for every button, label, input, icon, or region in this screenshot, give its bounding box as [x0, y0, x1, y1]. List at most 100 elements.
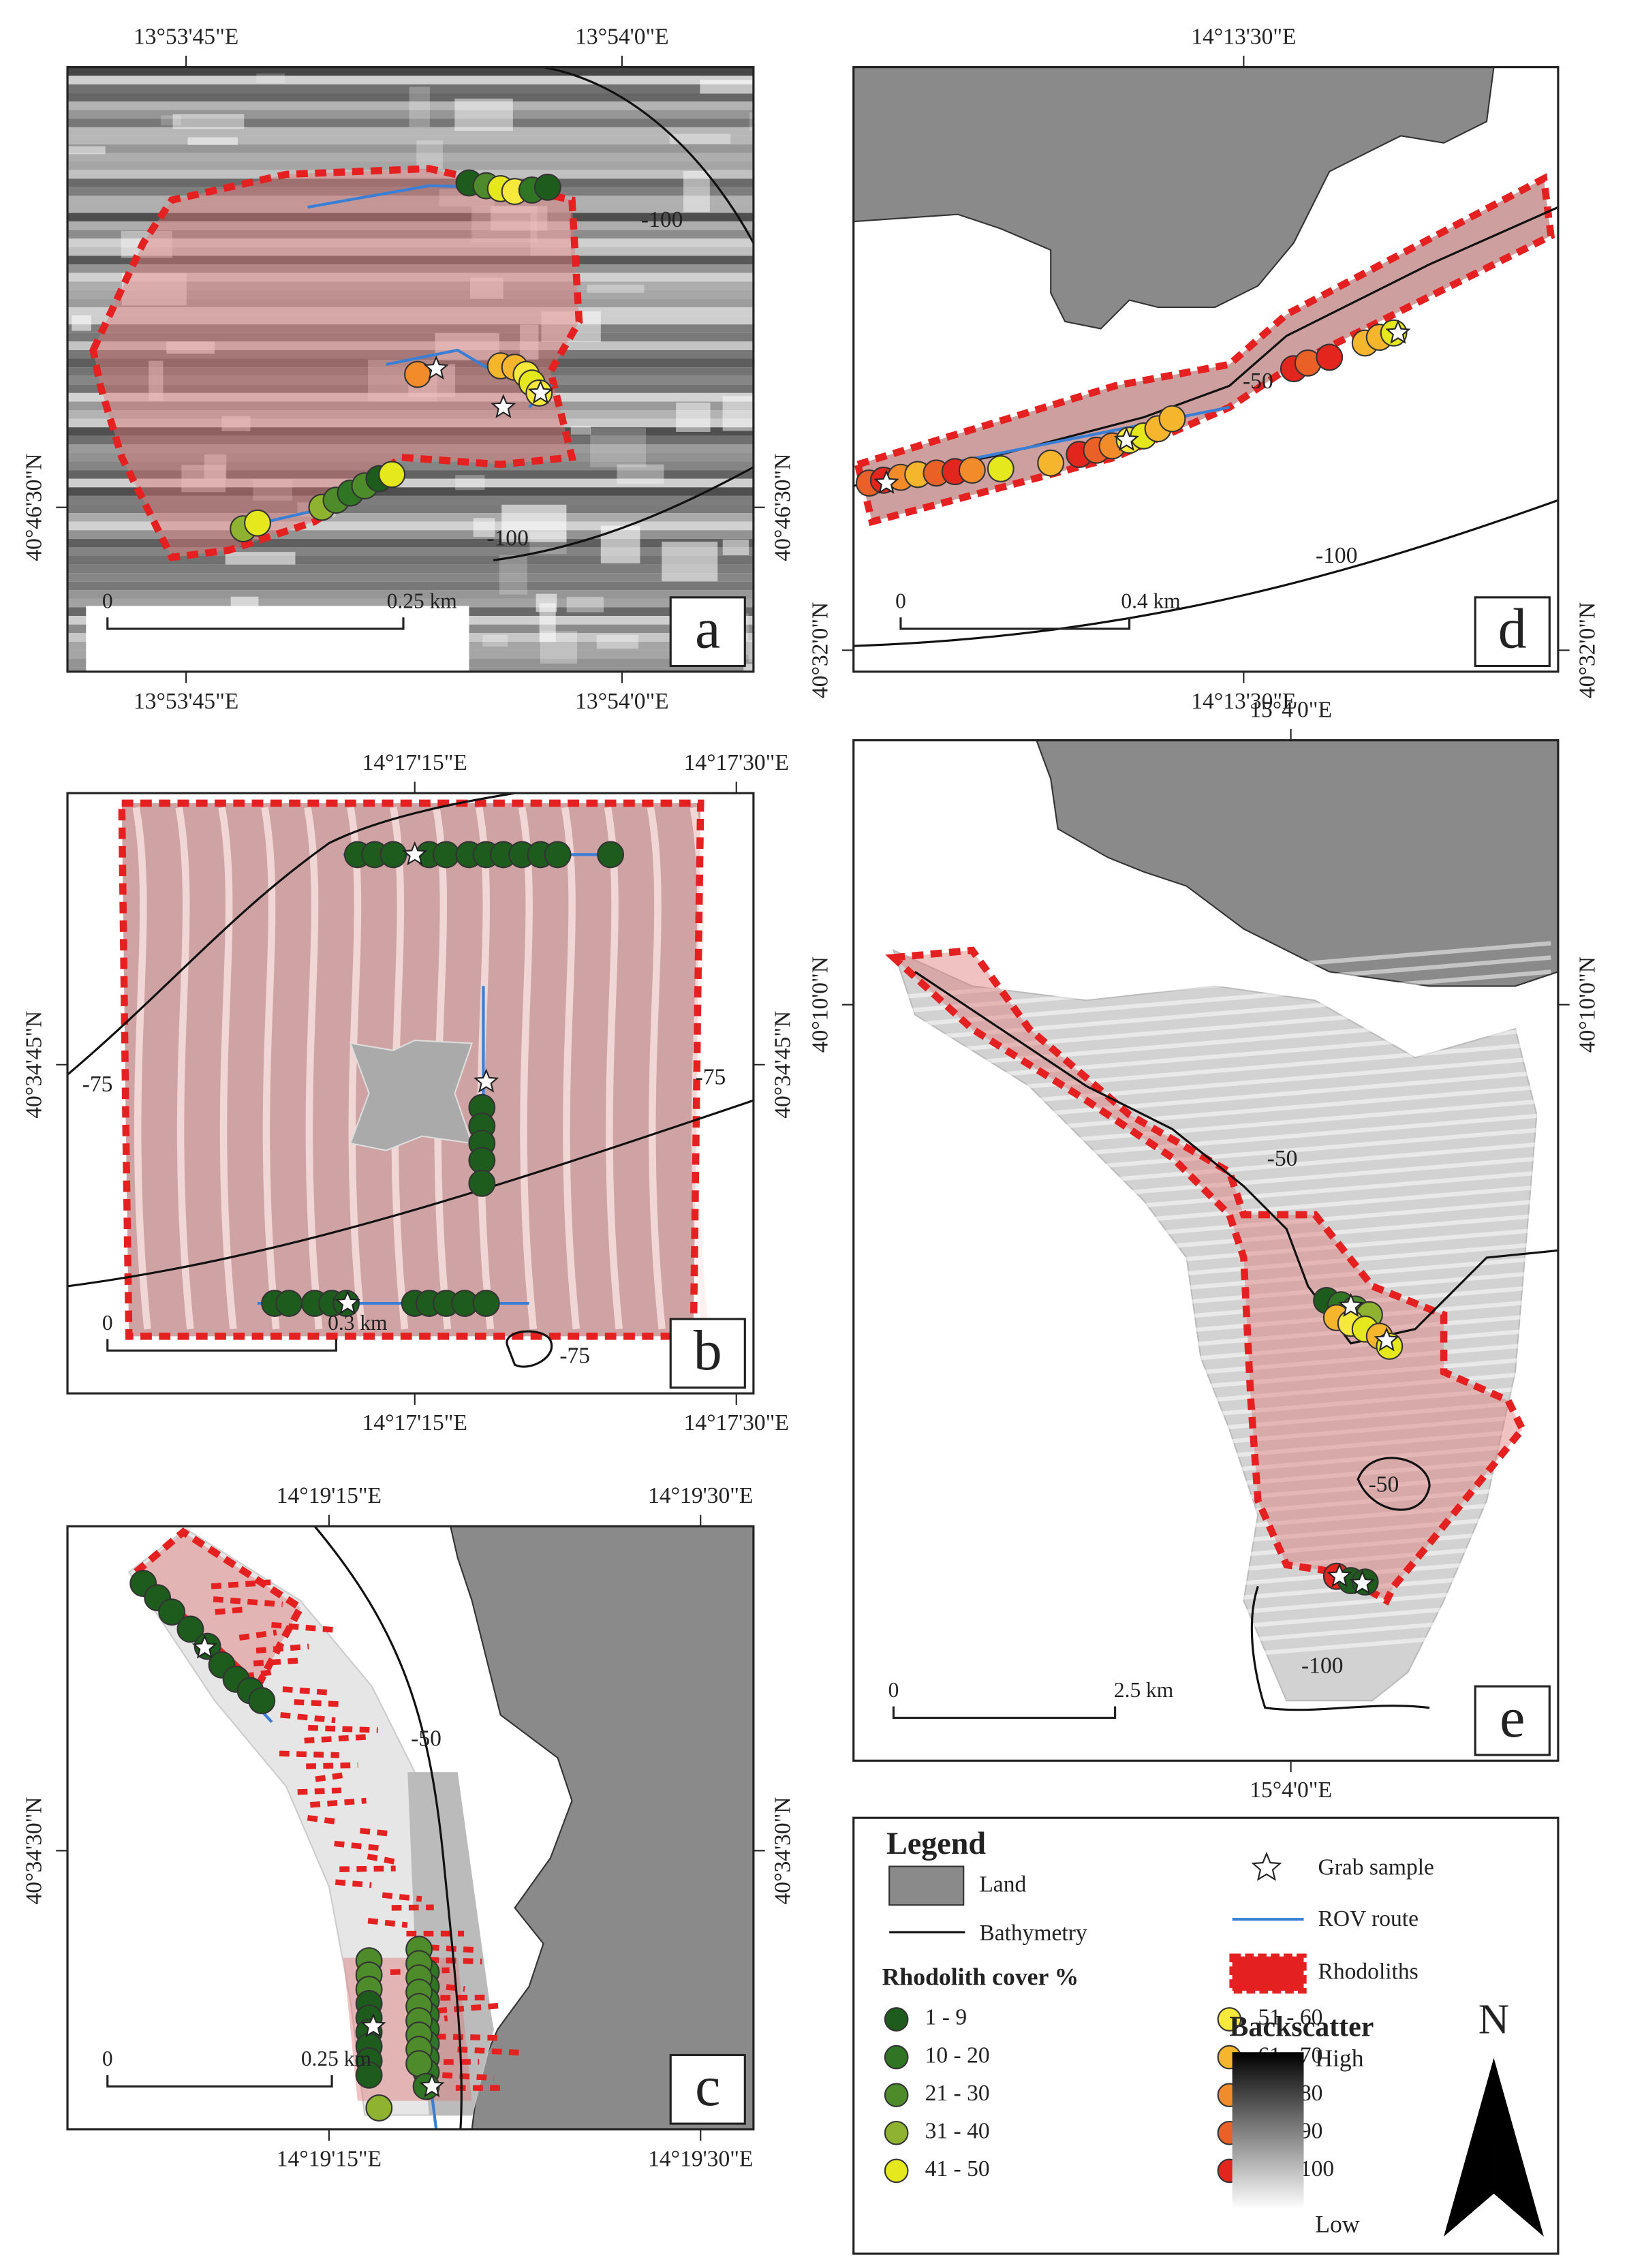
latitude-label: 40°10'0"N: [1575, 957, 1600, 1053]
label: 51 - 60: [1258, 2005, 1322, 2030]
rhodolith-outline: [294, 1699, 345, 1707]
longitude-label: 13°53'45"E: [134, 24, 238, 49]
contour-label: -100: [641, 207, 683, 232]
contour-label: -50: [1267, 1146, 1298, 1171]
backscatter: [149, 360, 164, 401]
longitude-label: 13°54'0"E: [575, 689, 669, 714]
swath: [857, 1369, 1551, 1431]
backscatter: [662, 542, 718, 582]
rhodolith-outline: [367, 1918, 408, 1928]
backscatter: [67, 136, 754, 144]
swath: [857, 1570, 1551, 1632]
bathymetry: [67, 793, 515, 1076]
grab-sample: [423, 355, 449, 380]
rhodolith-outline: [334, 1840, 381, 1852]
panel-letter-box: [669, 596, 746, 668]
backscatter: [491, 206, 548, 231]
swath: [857, 1226, 1551, 1289]
swath: [857, 1070, 1551, 1132]
land: [853, 67, 1495, 330]
backscatter: [748, 640, 754, 662]
panel-letter: c: [695, 2055, 720, 2118]
rhodolith-station: [248, 1687, 276, 1715]
rhodolith-outline: [382, 1892, 422, 1902]
swath: [857, 1384, 1551, 1446]
backscatter: [67, 101, 754, 110]
swath: [857, 1441, 1551, 1503]
rhodolith-station: [1037, 449, 1065, 477]
backscatter: [67, 161, 754, 170]
rhodolith-outline: [442, 2072, 495, 2081]
backscatter: [67, 273, 754, 282]
land-swatch: [888, 1865, 965, 1906]
latitude-label: 40°34'30"N: [771, 1797, 796, 1904]
backscatter: [67, 478, 754, 488]
scale-bar: [106, 617, 405, 630]
swath: [857, 1613, 1551, 1675]
scale-label: 0.25 km: [301, 2047, 371, 2070]
grab-sample: [527, 379, 553, 404]
backscatter: [67, 84, 754, 93]
longitude-label: 15°4'0"E: [1250, 1777, 1332, 1803]
backscatter: [67, 581, 754, 591]
rhodolith-outline: [211, 1579, 271, 1589]
bathymetry: [543, 67, 754, 244]
swath: [857, 955, 1551, 1017]
backscatter: [67, 213, 754, 222]
backscatter: [67, 573, 754, 582]
backscatter: [473, 518, 495, 538]
label: Bathymetry: [979, 1921, 1087, 1946]
label: 31 - 40: [925, 2118, 990, 2143]
backscatter: [67, 384, 754, 393]
swath: [857, 1255, 1551, 1317]
backscatter: [67, 110, 754, 119]
longitude-label: 13°53'45"E: [134, 689, 238, 714]
backscatter: [596, 634, 639, 649]
scale-label: 0: [102, 1311, 113, 1335]
backscatter: [67, 67, 754, 76]
backscatter: [566, 596, 604, 612]
latitude-label: 40°10'0"N: [807, 957, 833, 1053]
bathymetry: [506, 1330, 553, 1368]
panel-frame: [852, 66, 1560, 673]
swath: [857, 1470, 1551, 1532]
backscatter: [499, 555, 527, 595]
backscatter: [256, 73, 285, 84]
scale-label: 0.25 km: [387, 589, 457, 612]
sand-wave: [647, 807, 666, 1330]
backscatter: [172, 114, 245, 129]
rhodolith-outline: [130, 1527, 305, 1692]
backscatter: [67, 144, 754, 153]
panel-frame: [66, 792, 755, 1395]
backscatter: [67, 230, 754, 239]
backscatter: [67, 93, 754, 102]
grab-sample: [1251, 1851, 1282, 1881]
scale-bar: [892, 1706, 1117, 1719]
backscatter: [67, 281, 754, 290]
swath: [857, 1284, 1551, 1346]
label: 21 - 30: [925, 2081, 990, 2106]
label: Backscatter: [1229, 2011, 1374, 2042]
swath: [857, 1584, 1551, 1646]
backscatter: [67, 410, 754, 419]
bathymetry: [853, 499, 1558, 647]
rhodolith-outline: [335, 1879, 372, 1889]
swath: [857, 1341, 1551, 1403]
backscatter: [469, 277, 503, 299]
latitude-label: 40°34'45"N: [22, 1011, 47, 1119]
longitude-label: 14°19'30"E: [648, 1483, 753, 1508]
backscatter: [700, 80, 754, 94]
label: N: [1478, 1995, 1509, 2043]
scale-box: [86, 606, 469, 672]
rhodolith-outline: [853, 173, 1555, 527]
label: ROV route: [1318, 1906, 1419, 1931]
grab-sample: [491, 394, 516, 418]
longitude-label: 14°13'30"E: [1191, 24, 1296, 49]
backscatter: [67, 204, 754, 213]
scale-bar: [106, 2075, 333, 2088]
rhodolith-outline: [435, 2033, 500, 2041]
swath: [857, 1627, 1551, 1689]
label: Low: [1315, 2210, 1360, 2237]
swath: [857, 1398, 1551, 1460]
grab-sample: [1385, 320, 1411, 344]
